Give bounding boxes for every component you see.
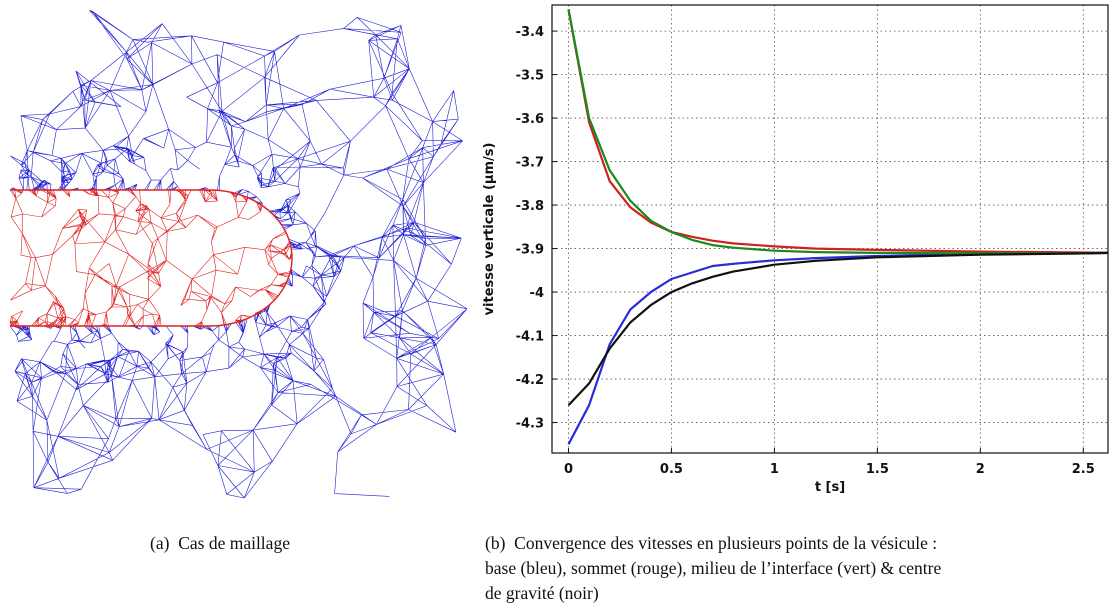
y-axis-label: vitesse verticale (µm/s) [482,143,497,316]
caption-b-line3: de gravité (noir) [485,583,599,603]
x-tick-label: 0 [564,462,573,477]
grid [552,5,1108,453]
y-tick-label: -3.8 [516,199,544,214]
series-line-3 [567,251,1109,406]
caption-b-line1: Convergence des vitesses en plusieurs po… [514,533,938,553]
y-tick-label: -4.3 [516,417,544,432]
tick-labels: 0 0.5 1 1.5 2 2.5 -3.4 -3.5 -3.6 -3.7 -3.8 -3.9 -4 -4… [516,25,1095,477]
fluid-mesh-edges [10,10,468,499]
series-line-0 [567,251,1109,445]
y-tick-label: -3.5 [516,69,544,84]
x-tick-label: 2.5 [1072,462,1095,477]
caption-a-label: (a) [150,533,170,553]
series-line-1 [567,9,1109,254]
caption-a: (a) Cas de maillage [150,531,290,556]
mesh-figure [10,10,468,499]
caption-b: (b) Convergence des vitesses en plusieur… [485,531,1110,606]
y-tick-label: -3.9 [516,243,544,258]
y-tick-label: -3.6 [516,112,544,127]
series-group [567,9,1109,445]
x-axis-label: t [s] [815,480,845,495]
caption-b-line2: base (bleu), sommet (rouge), milieu de l… [485,558,942,578]
plot-frame [551,4,1109,454]
y-tick-label: -4.1 [516,330,544,345]
y-tick-label: -4.2 [516,373,544,388]
series-line-2 [567,9,1109,255]
x-tick-label: 0.5 [660,462,683,477]
y-tick-label: -4 [530,286,544,301]
fluid-mesh [10,10,468,499]
velocity-convergence-chart: 0 0.5 1 1.5 2 2.5 -3.4 -3.5 -3.6 -3.7 -3.8 -3.9 -4 -4… [482,4,1109,495]
vesicle-mesh-edges [10,186,293,330]
x-tick-label: 1.5 [866,462,889,477]
caption-a-text: Cas de maillage [178,533,290,553]
x-tick-label: 1 [770,462,779,477]
vesicle-outline [10,189,293,327]
caption-b-label: (b) [485,533,506,553]
y-tick-label: -3.4 [516,25,544,40]
vesicle-mesh [10,186,293,330]
x-tick-label: 2 [976,462,985,477]
y-tick-label: -3.7 [516,156,544,171]
